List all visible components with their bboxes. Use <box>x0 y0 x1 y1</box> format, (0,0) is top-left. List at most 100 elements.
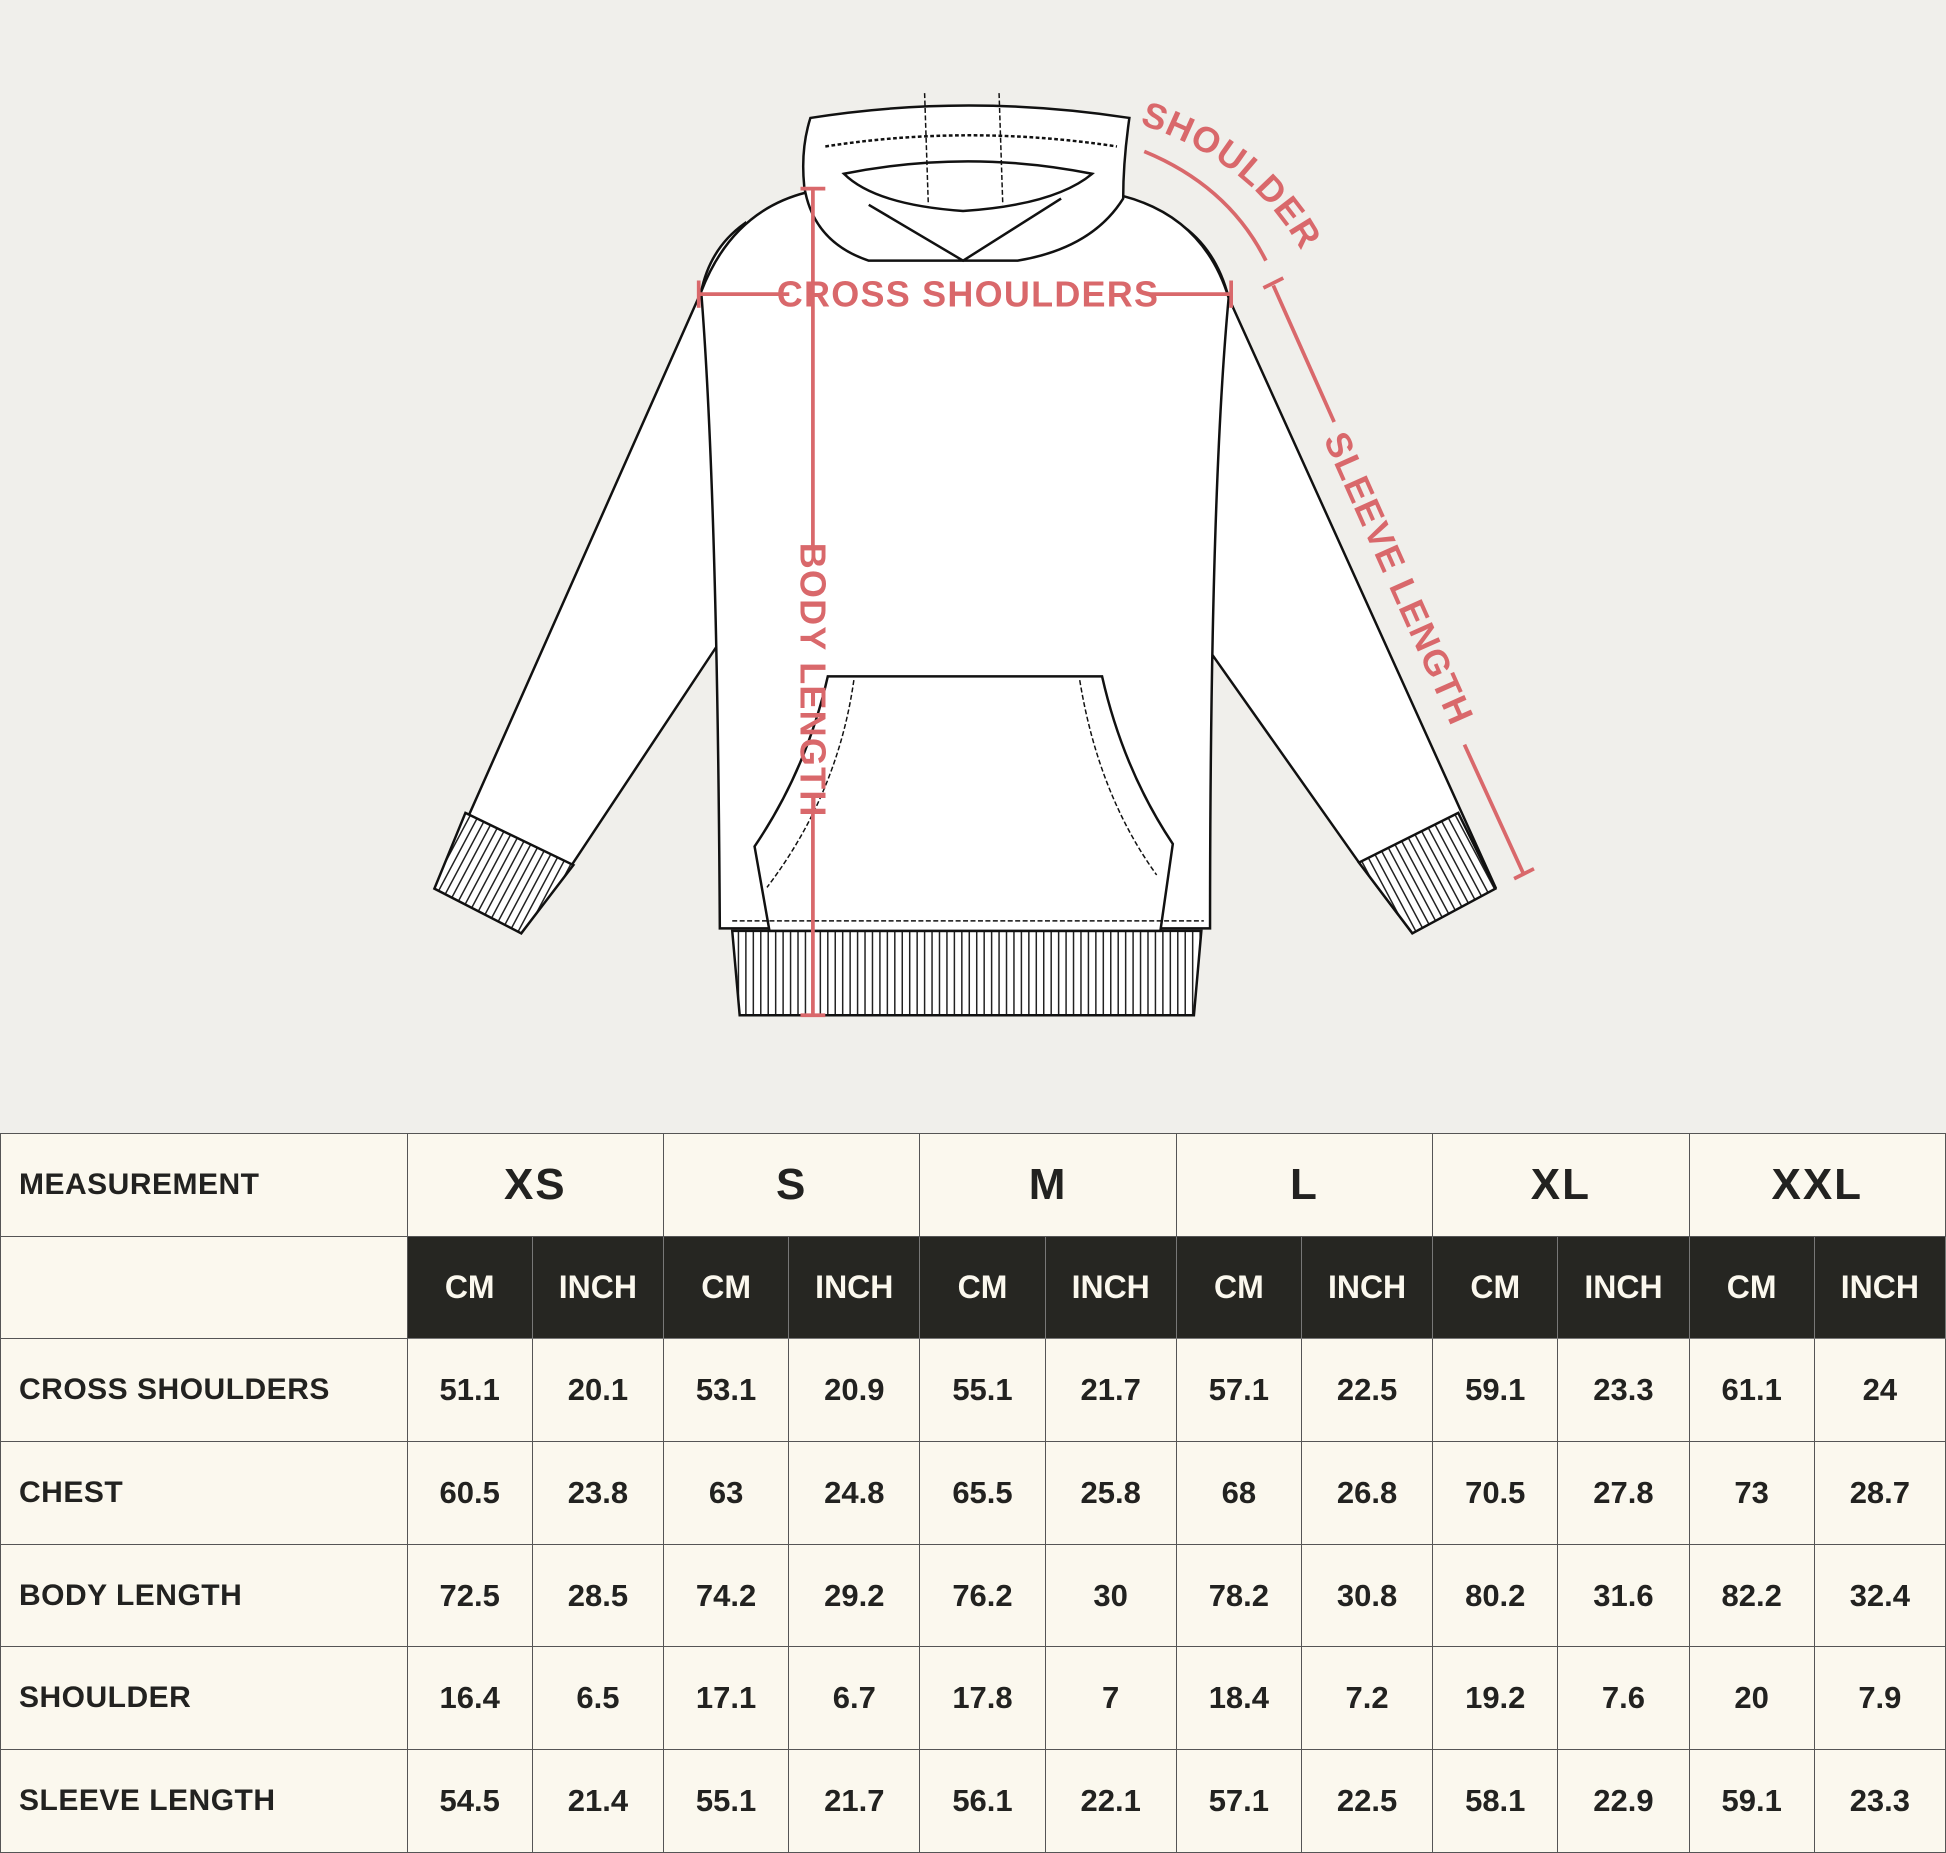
value-cell: 22.1 <box>1044 1749 1177 1853</box>
value-cell: 24.8 <box>788 1441 921 1545</box>
value-cell: 80.2 <box>1432 1543 1559 1648</box>
value-cell: 22.5 <box>1300 1338 1434 1443</box>
size-header-xs: XS <box>406 1133 665 1237</box>
value-cell: 28.5 <box>531 1543 665 1648</box>
unit-header-cm: CM <box>406 1235 533 1340</box>
value-cell: 6.5 <box>531 1646 665 1751</box>
value-cell: 7.6 <box>1557 1646 1690 1751</box>
value-cell: 26.8 <box>1300 1441 1434 1545</box>
value-cell: 53.1 <box>662 1338 790 1443</box>
value-cell: 21.4 <box>531 1749 665 1853</box>
value-cell: 27.8 <box>1557 1441 1690 1545</box>
value-cell: 22.5 <box>1300 1749 1434 1853</box>
cross-shoulders-label: CROSS SHOULDERS <box>777 274 1160 315</box>
measurement-guides <box>696 149 1535 1018</box>
row-label: CHEST <box>0 1441 408 1545</box>
value-cell: 32.4 <box>1813 1543 1946 1648</box>
unit-header-inch: INCH <box>788 1235 921 1340</box>
value-cell: 21.7 <box>1044 1338 1177 1443</box>
measurement-header: MEASUREMENT <box>0 1133 408 1237</box>
value-cell: 54.5 <box>406 1749 533 1853</box>
row-label: SLEEVE LENGTH <box>0 1749 408 1853</box>
value-cell: 23.3 <box>1813 1749 1946 1853</box>
value-cell: 18.4 <box>1175 1646 1302 1751</box>
size-header-l: L <box>1175 1133 1434 1237</box>
body-length-label: BODY LENGTH <box>792 543 833 818</box>
unit-header-inch: INCH <box>1813 1235 1946 1340</box>
value-cell: 55.1 <box>662 1749 790 1853</box>
value-cell: 17.8 <box>919 1646 1046 1751</box>
table-row: SHOULDER 16.4 6.5 17.1 6.7 17.8 7 18.4 7.2 19.2 7.… <box>0 1646 1946 1751</box>
hoodie-outline <box>432 93 1498 1017</box>
value-cell: 55.1 <box>919 1338 1046 1443</box>
value-cell: 68 <box>1175 1441 1302 1545</box>
unit-header-cm: CM <box>1688 1235 1815 1340</box>
value-cell: 74.2 <box>662 1543 790 1648</box>
unit-header-inch: INCH <box>531 1235 665 1340</box>
value-cell: 65.5 <box>919 1441 1046 1545</box>
table-row: BODY LENGTH 72.5 28.5 74.2 29.2 76.2 30 78.2 30.… <box>0 1543 1946 1648</box>
value-cell: 72.5 <box>406 1543 533 1648</box>
unit-header-cm: CM <box>1175 1235 1302 1340</box>
row-label: SHOULDER <box>0 1646 408 1751</box>
table-row: CHEST 60.5 23.8 63 24.8 65.5 25.8 68 26.8 70.5 27.… <box>0 1441 1946 1545</box>
value-cell: 76.2 <box>919 1543 1046 1648</box>
value-cell: 51.1 <box>406 1338 533 1443</box>
value-cell: 16.4 <box>406 1646 533 1751</box>
unit-header-inch: INCH <box>1300 1235 1434 1340</box>
value-cell: 82.2 <box>1688 1543 1815 1648</box>
value-cell: 58.1 <box>1432 1749 1559 1853</box>
row-label: BODY LENGTH <box>0 1543 408 1648</box>
unit-header-row: CM INCH CM INCH CM INCH CM INCH CM INCH CM INCH <box>0 1235 1946 1340</box>
value-cell: 78.2 <box>1175 1543 1302 1648</box>
empty-cell <box>0 1235 408 1340</box>
hem-rib <box>730 929 1203 1017</box>
unit-header-cm: CM <box>919 1235 1046 1340</box>
unit-header-inch: INCH <box>1557 1235 1690 1340</box>
size-chart-table: MEASUREMENT XS S M L XL XXL CM INCH CM INCH CM INC… <box>0 1133 1946 1853</box>
value-cell: 29.2 <box>788 1543 921 1648</box>
table-row: SLEEVE LENGTH 54.5 21.4 55.1 21.7 56.1 22.1 57.… <box>0 1749 1946 1853</box>
value-cell: 57.1 <box>1175 1338 1302 1443</box>
value-cell: 20 <box>1688 1646 1815 1751</box>
value-cell: 6.7 <box>788 1646 921 1751</box>
size-header-xl: XL <box>1432 1133 1690 1237</box>
value-cell: 20.1 <box>531 1338 665 1443</box>
value-cell: 7 <box>1044 1646 1177 1751</box>
value-cell: 70.5 <box>1432 1441 1559 1545</box>
value-cell: 22.9 <box>1557 1749 1690 1853</box>
right-cuff <box>1357 811 1498 935</box>
table-row: CROSS SHOULDERS 51.1 20.1 53.1 20.9 55.1 21.7 5… <box>0 1338 1946 1443</box>
unit-header-cm: CM <box>1432 1235 1559 1340</box>
value-cell: 63 <box>662 1441 790 1545</box>
size-header-xxl: XXL <box>1688 1133 1946 1237</box>
value-cell: 25.8 <box>1044 1441 1177 1545</box>
value-cell: 7.9 <box>1813 1646 1946 1751</box>
hoodie-diagram: CROSS SHOULDERS BODY LENGTH SLEEVE LENGT… <box>432 93 1535 1018</box>
value-cell: 56.1 <box>919 1749 1046 1853</box>
value-cell: 21.7 <box>788 1749 921 1853</box>
value-cell: 73 <box>1688 1441 1815 1545</box>
value-cell: 17.1 <box>662 1646 790 1751</box>
value-cell: 19.2 <box>1432 1646 1559 1751</box>
size-header-row: MEASUREMENT XS S M L XL XXL <box>0 1133 1946 1237</box>
value-cell: 23.8 <box>531 1441 665 1545</box>
size-header-m: M <box>919 1133 1177 1237</box>
value-cell: 7.2 <box>1300 1646 1434 1751</box>
value-cell: 24 <box>1813 1338 1946 1443</box>
value-cell: 60.5 <box>406 1441 533 1545</box>
value-cell: 31.6 <box>1557 1543 1690 1648</box>
value-cell: 30 <box>1044 1543 1177 1648</box>
value-cell: 23.3 <box>1557 1338 1690 1443</box>
value-cell: 30.8 <box>1300 1543 1434 1648</box>
size-header-s: S <box>662 1133 921 1237</box>
left-cuff <box>432 811 576 935</box>
kangaroo-pocket <box>753 675 1175 933</box>
value-cell: 59.1 <box>1688 1749 1815 1853</box>
value-cell: 61.1 <box>1688 1338 1815 1443</box>
value-cell: 20.9 <box>788 1338 921 1443</box>
value-cell: 59.1 <box>1432 1338 1559 1443</box>
value-cell: 57.1 <box>1175 1749 1302 1853</box>
unit-header-cm: CM <box>662 1235 790 1340</box>
unit-header-inch: INCH <box>1044 1235 1177 1340</box>
